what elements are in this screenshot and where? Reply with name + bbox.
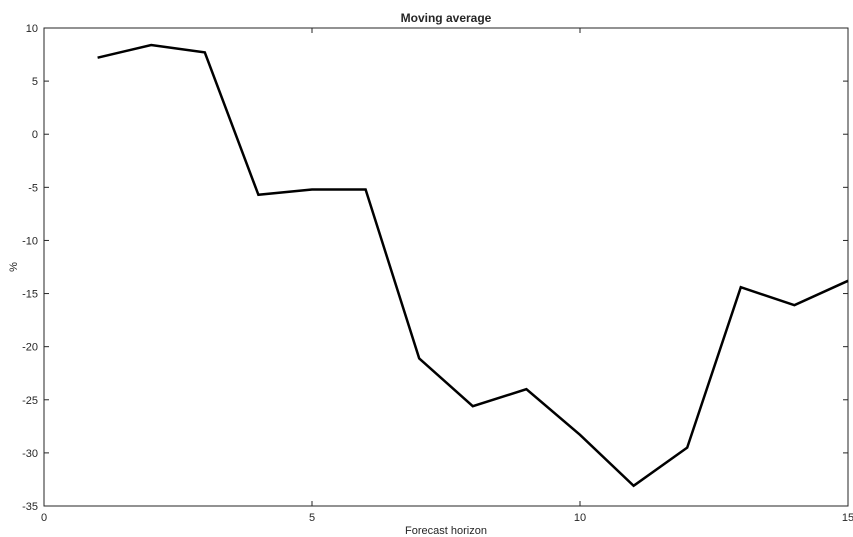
y-tick-label: 5 (32, 76, 38, 88)
y-axis-ticks: 10 5 0 -5 -10 -15 -20 -25 -30 -35 (22, 23, 848, 513)
y-tick-label: -35 (22, 501, 38, 513)
y-tick-label: 0 (32, 129, 38, 141)
x-axis-ticks: 0 5 10 15 (41, 28, 853, 524)
y-tick-label: -15 (22, 289, 38, 301)
series-layer (97, 43, 849, 488)
y-tick-label: -5 (28, 182, 38, 194)
chart-title: Moving average (401, 11, 492, 25)
x-tick-label: 15 (842, 512, 853, 524)
y-tick-label: -25 (22, 395, 38, 407)
y-tick-label: -30 (22, 448, 38, 460)
y-tick-label: -10 (22, 235, 38, 247)
y-tick-label: 10 (26, 23, 38, 35)
x-axis-label: Forecast horizon (405, 525, 487, 537)
y-tick-label: -20 (22, 342, 38, 354)
plot-area (43, 27, 849, 507)
y-axis-label: % (8, 262, 20, 272)
x-tick-label: 10 (574, 512, 586, 524)
x-tick-label: 0 (41, 512, 47, 524)
x-tick-label: 5 (309, 512, 315, 524)
series-line (97, 43, 849, 488)
